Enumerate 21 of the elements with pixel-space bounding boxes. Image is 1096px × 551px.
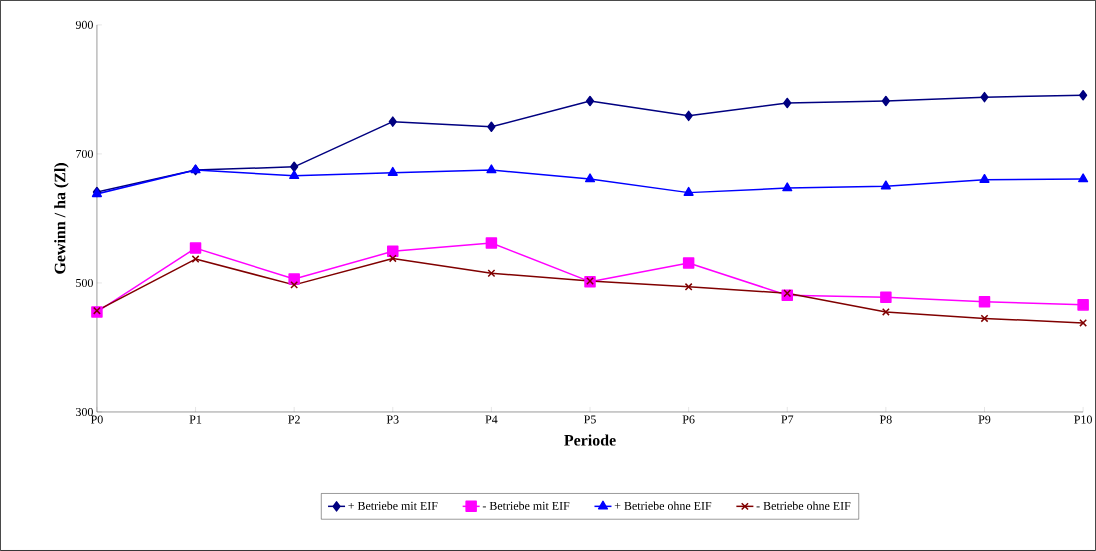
x-tick-label: P7 (781, 415, 794, 424)
y-tick-label: 900 (75, 20, 93, 29)
x-tick-label: P6 (682, 415, 695, 424)
x-tick-label: P4 (485, 415, 498, 424)
y-axis-title: Gewinn / ha (Zl) (54, 163, 69, 274)
x-tick-label: P8 (879, 415, 892, 424)
x-tick-label: P2 (288, 415, 300, 424)
legend-label: - Betriebe mit EIF (482, 501, 570, 510)
legend-label: + Betriebe ohne EIF (614, 501, 712, 510)
x-tick-label: P5 (584, 415, 596, 424)
legend-label: + Betriebe mit EIF (348, 501, 438, 510)
y-tick-label: 300 (76, 407, 93, 417)
x-tick-label: P0 (90, 415, 103, 424)
x-tick-label: P1 (189, 415, 202, 424)
x-axis-title: Periode (564, 434, 616, 446)
x-tick-label: P10 (1074, 415, 1092, 424)
y-tick-label: 700 (76, 149, 93, 158)
x-tick-label: P3 (386, 415, 399, 424)
y-tick-label: 500 (76, 278, 93, 288)
x-tick-label: P9 (978, 415, 991, 424)
legend-label: - Betriebe ohne EIF (756, 501, 851, 510)
